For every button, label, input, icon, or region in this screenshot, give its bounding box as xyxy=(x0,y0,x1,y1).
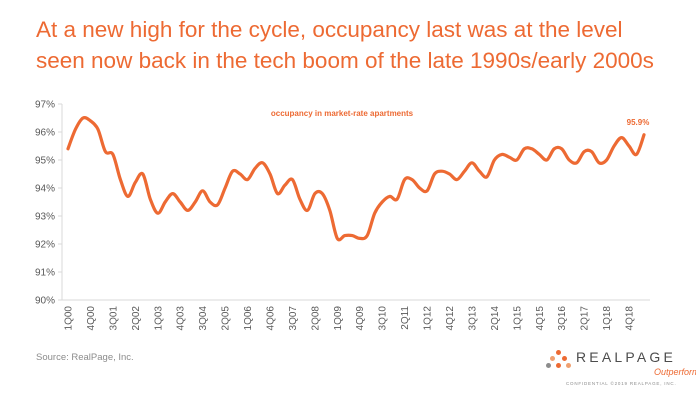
y-tick-label: 96% xyxy=(35,128,55,139)
x-tick-label: 2Q17 xyxy=(580,306,591,331)
x-tick-label: 1Q15 xyxy=(512,306,523,331)
x-tick-label: 2Q08 xyxy=(310,306,321,331)
y-tick-label: 90% xyxy=(35,296,55,307)
x-tick-label: 2Q05 xyxy=(221,306,232,331)
x-tick-label: 1Q18 xyxy=(602,306,613,331)
source-note: Source: RealPage, Inc. xyxy=(36,352,134,363)
x-tick-label: 1Q06 xyxy=(243,306,254,331)
occupancy-series-line xyxy=(66,115,646,242)
logo-dots-icon xyxy=(546,350,572,376)
x-tick-label: 4Q06 xyxy=(265,306,276,331)
series-layer xyxy=(66,115,646,242)
x-axis: 1Q00 4Q00 3Q01 2Q02 1Q03 4Q03 3Q04 2Q05 1Q06 4Q06… xyxy=(62,299,650,331)
x-tick-label: 3Q10 xyxy=(378,306,389,331)
series-label: occupancy in market-rate apartments xyxy=(271,109,414,118)
y-tick-label: 91% xyxy=(35,268,55,279)
x-tick-label: 3Q04 xyxy=(198,306,209,331)
x-tick-label: 3Q13 xyxy=(467,306,478,331)
end-value-label: 95.9% xyxy=(627,118,650,127)
logo-wordmark: REALPAGE xyxy=(576,349,677,365)
confidential-notice: CONFIDENTIAL ©2019 REALPAGE, INC. xyxy=(566,381,677,386)
x-tick-label: 1Q03 xyxy=(153,306,164,331)
x-tick-label: 3Q01 xyxy=(108,306,119,331)
y-tick-label: 93% xyxy=(35,212,55,223)
x-tick-label: 1Q00 xyxy=(64,306,75,331)
x-tick-label: 1Q12 xyxy=(423,306,434,331)
x-tick-label: 1Q09 xyxy=(333,306,344,331)
x-tick-label: 4Q03 xyxy=(176,306,187,331)
x-tick-label: 3Q16 xyxy=(557,306,568,331)
y-tick-label: 97% xyxy=(35,100,55,111)
x-tick-label: 2Q11 xyxy=(400,306,411,330)
x-tick-label: 2Q02 xyxy=(131,306,142,331)
x-tick-label: 4Q15 xyxy=(535,306,546,331)
x-tick-label: 4Q00 xyxy=(86,306,97,331)
title-line-2: seen now back in the tech boom of the la… xyxy=(36,48,654,73)
title-line-1: At a new high for the cycle, occupancy l… xyxy=(36,17,623,42)
y-tick-label: 92% xyxy=(35,240,55,251)
occupancy-line-chart: 90% 91% 92% 93% 94% 95% 96% 97% 1Q00 4Q00 3Q01 2Q0… xyxy=(35,100,650,331)
x-tick-label: 2Q14 xyxy=(490,306,501,331)
x-tick-label: 4Q12 xyxy=(445,306,456,331)
x-tick-label: 3Q07 xyxy=(288,306,299,331)
y-axis: 90% 91% 92% 93% 94% 95% 96% 97% xyxy=(35,100,63,307)
y-tick-label: 94% xyxy=(35,184,55,195)
x-tick-label: 4Q18 xyxy=(625,306,636,331)
logo-tagline: Outperform xyxy=(654,367,696,377)
realpage-logo: REALPAGE Outperform CONFIDENTIAL ©2019 R… xyxy=(546,347,696,391)
y-tick-label: 95% xyxy=(35,156,55,167)
x-tick-label: 4Q09 xyxy=(355,306,366,331)
slide-title: At a new high for the cycle, occupancy l… xyxy=(36,14,686,76)
